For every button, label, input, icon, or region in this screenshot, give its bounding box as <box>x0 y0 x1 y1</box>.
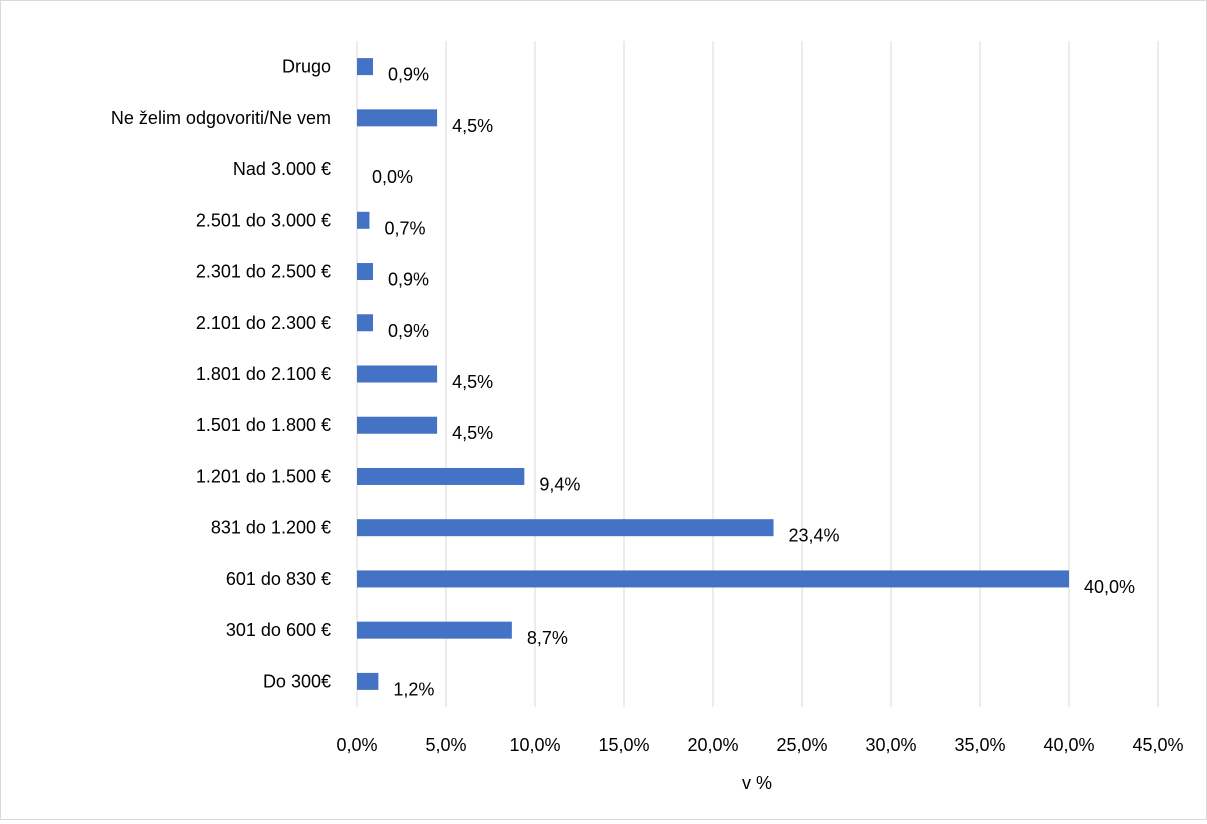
x-tick-label: 45,0% <box>1132 735 1183 755</box>
data-label: 0,9% <box>388 65 429 85</box>
x-tick-label: 20,0% <box>687 735 738 755</box>
bar <box>357 621 512 639</box>
data-label: 23,4% <box>789 526 840 546</box>
x-tick-labels: 0,0% 5,0% 10,0% 15,0% 20,0% 25,0% 30,0% 35,0% 40… <box>336 735 1183 755</box>
x-tick-label: 0,0% <box>336 735 377 755</box>
x-tick-label: 15,0% <box>598 735 649 755</box>
category-label: 2.301 do 2.500 € <box>196 262 331 282</box>
data-label: 40,0% <box>1084 577 1135 597</box>
category-label: 2.101 do 2.300 € <box>196 313 331 333</box>
data-labels: 0,9% 4,5% 0,0% 0,7% 0,9% 0,9% 4,5% 4,5% 9,4% 23,4… <box>372 65 1135 700</box>
category-label: 1.801 do 2.100 € <box>196 364 331 384</box>
bar <box>357 672 379 690</box>
bar <box>357 58 374 76</box>
x-tick-label: 10,0% <box>509 735 560 755</box>
data-label: 0,0% <box>372 167 413 187</box>
x-axis-label: v % <box>742 773 772 793</box>
data-label: 0,9% <box>388 321 429 341</box>
category-label: Ne želim odgovoriti/Ne vem <box>111 108 331 128</box>
x-tick-label: 25,0% <box>776 735 827 755</box>
category-label: Nad 3.000 € <box>233 159 331 179</box>
x-tick-label: 30,0% <box>865 735 916 755</box>
data-label: 1,2% <box>393 679 434 699</box>
bar <box>357 519 774 537</box>
bar <box>357 263 374 281</box>
data-label: 9,4% <box>539 474 580 494</box>
bar <box>357 365 438 383</box>
category-labels: Drugo Ne želim odgovoriti/Ne vem Nad 3.000… <box>111 57 331 692</box>
data-label: 8,7% <box>527 628 568 648</box>
category-label: Do 300€ <box>263 671 331 691</box>
x-tick-label: 5,0% <box>425 735 466 755</box>
bars <box>357 58 1069 690</box>
category-label: 1.501 do 1.800 € <box>196 415 331 435</box>
category-label: 301 do 600 € <box>226 620 331 640</box>
bar <box>357 314 374 332</box>
category-label: 601 do 830 € <box>226 569 331 589</box>
bar <box>357 109 438 127</box>
bar <box>357 570 1069 588</box>
bar <box>357 416 438 434</box>
category-label: 1.201 do 1.500 € <box>196 466 331 486</box>
gridlines <box>356 41 1159 707</box>
bar <box>357 211 370 229</box>
data-label: 0,9% <box>388 270 429 290</box>
category-label: 831 do 1.200 € <box>211 518 331 538</box>
category-label: Drugo <box>282 57 331 77</box>
data-label: 0,7% <box>384 218 425 238</box>
data-label: 4,5% <box>452 116 493 136</box>
x-tick-label: 40,0% <box>1043 735 1094 755</box>
data-label: 4,5% <box>452 423 493 443</box>
data-label: 4,5% <box>452 372 493 392</box>
bar <box>357 467 525 485</box>
x-tick-label: 35,0% <box>954 735 1005 755</box>
category-label: 2.501 do 3.000 € <box>196 210 331 230</box>
